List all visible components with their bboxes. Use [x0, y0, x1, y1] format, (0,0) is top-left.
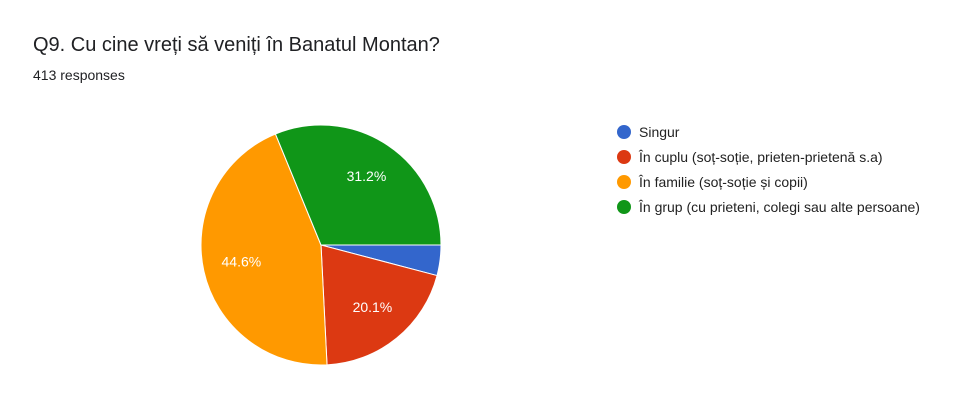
legend-item: În familie (soț-soție și copii)	[617, 172, 927, 192]
pie-slice	[320, 244, 438, 366]
slice-label: 20.1%	[353, 299, 393, 315]
legend-label: În cuplu (soț-soție, prieten-prietenă s.…	[639, 149, 883, 165]
chart-subtitle: 413 responses	[33, 67, 125, 83]
legend-label: În grup (cu prieteni, colegi sau alte pe…	[639, 199, 920, 215]
legend-item: În grup (cu prieteni, colegi sau alte pe…	[617, 197, 927, 217]
legend: Singur În cuplu (soț-soție, prieten-priet…	[617, 122, 927, 222]
legend-item: Singur	[617, 122, 927, 142]
legend-swatch	[617, 125, 631, 139]
chart-title: Q9. Cu cine vreți să veniți în Banatul M…	[33, 34, 440, 56]
legend-swatch	[617, 175, 631, 189]
legend-label: Singur	[639, 124, 680, 140]
legend-swatch	[617, 150, 631, 164]
legend-label: În familie (soț-soție și copii)	[639, 174, 808, 190]
slice-label: 44.6%	[222, 254, 262, 270]
pie-slice	[200, 133, 328, 366]
legend-swatch	[617, 200, 631, 214]
slice-label: 31.2%	[347, 168, 387, 184]
pie-slice	[274, 124, 442, 246]
legend-item: În cuplu (soț-soție, prieten-prietenă s.…	[617, 147, 927, 167]
